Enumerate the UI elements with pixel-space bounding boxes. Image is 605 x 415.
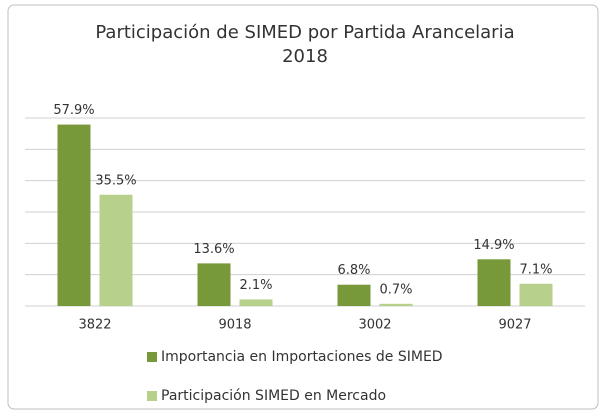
bar [477,259,511,306]
x-tick-label: 9018 [218,318,251,333]
x-tick-label: 3002 [358,318,391,333]
bar [519,283,553,306]
bar [379,303,413,306]
data-label: 2.1% [239,278,272,293]
chart-frame [7,4,599,410]
data-label: 57.9% [53,103,94,118]
x-tick-label: 3822 [78,318,111,333]
data-label: 0.7% [379,282,412,297]
bar [337,284,371,306]
data-label: 6.8% [337,263,370,278]
data-label: 13.6% [193,242,234,257]
bar [99,194,133,306]
data-label: 35.5% [95,173,136,188]
data-label: 7.1% [519,262,552,277]
chart-title: 2018 [282,46,328,67]
bar [57,124,91,306]
bar [197,263,231,306]
chart-title: Participación de SIMED por Partida Aranc… [95,22,514,43]
bar [239,299,273,306]
data-label: 14.9% [473,238,514,253]
legend-swatch [147,391,157,401]
legend-label: Participación SIMED en Mercado [161,388,386,404]
legend-swatch [147,352,157,362]
x-tick-label: 9027 [498,318,531,333]
legend-label: Importancia en Importaciones de SIMED [161,349,443,365]
